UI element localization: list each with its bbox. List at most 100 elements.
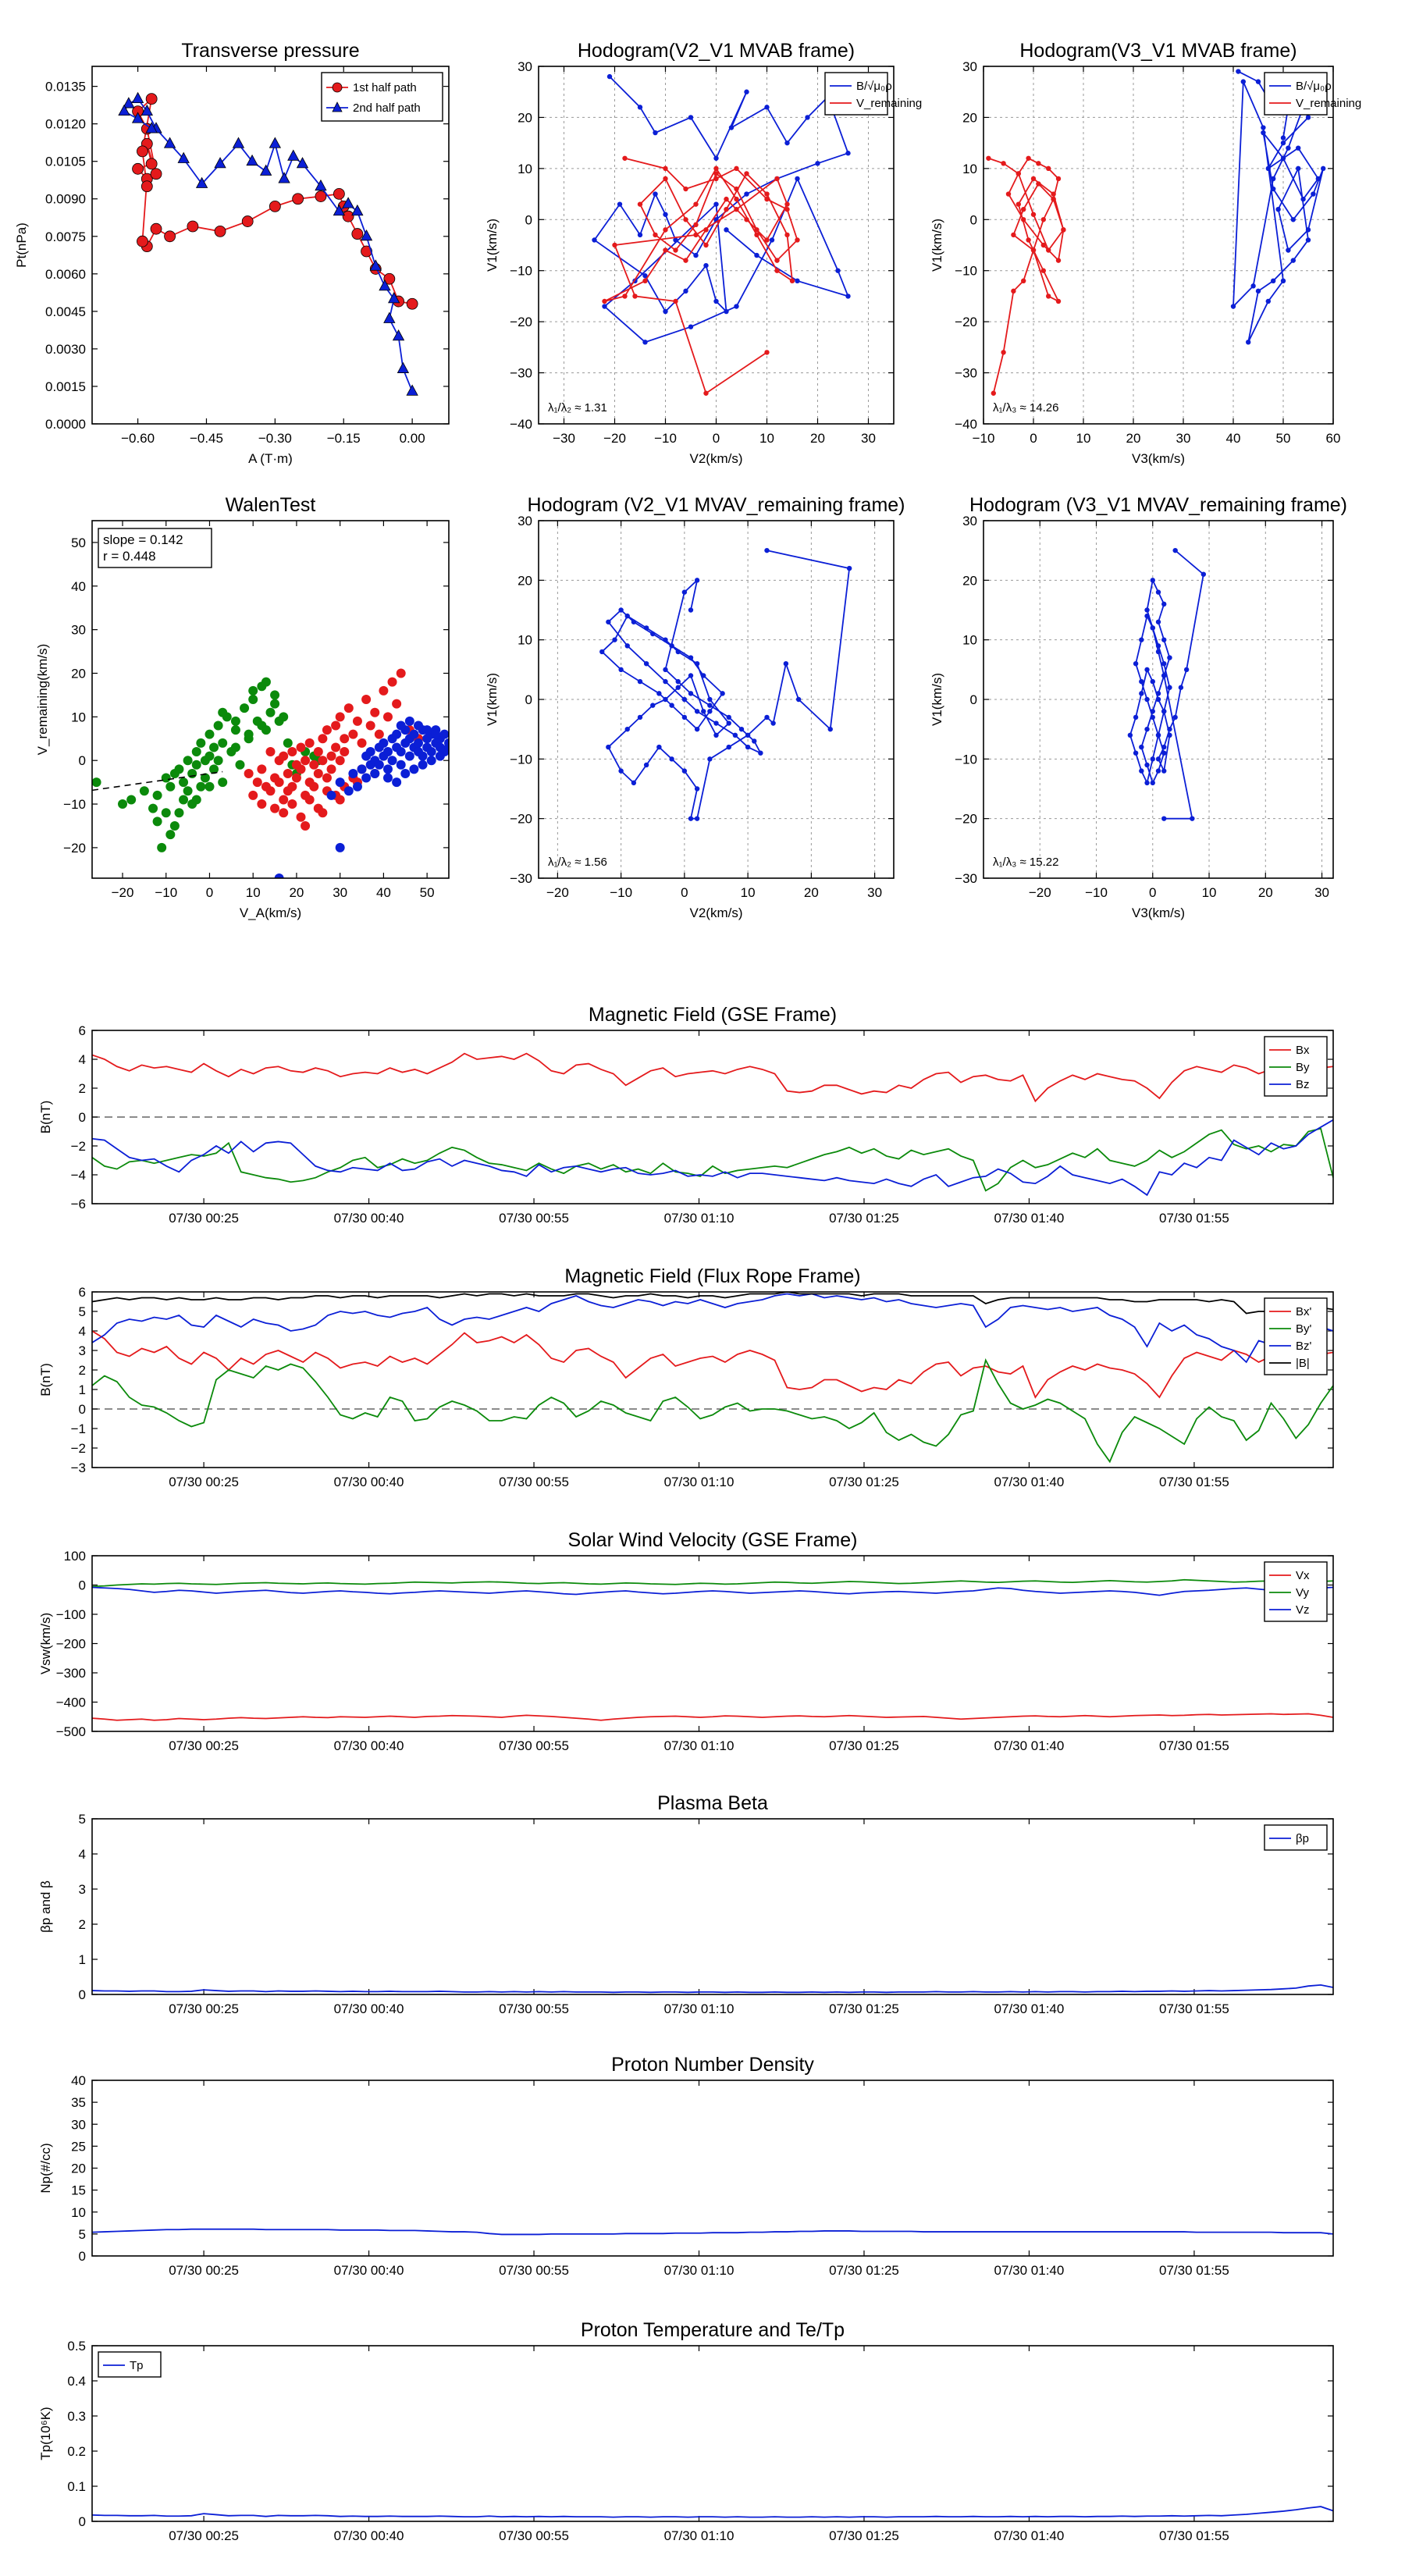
data-point xyxy=(244,768,254,778)
data-point xyxy=(663,667,668,673)
data-point xyxy=(622,155,628,161)
y-tick-label: 2 xyxy=(79,1917,86,1932)
data-point xyxy=(1261,130,1266,136)
data-point xyxy=(261,725,271,735)
data-point xyxy=(1144,780,1150,786)
data-point xyxy=(313,747,323,757)
data-point xyxy=(642,273,648,279)
data-point xyxy=(257,764,267,774)
plot-frame xyxy=(983,66,1334,425)
data-point xyxy=(688,816,694,821)
legend: Tp xyxy=(98,2351,162,2378)
data-point xyxy=(387,677,397,687)
x-tick-label: 07/30 01:55 xyxy=(1159,1475,1229,1489)
data-point xyxy=(805,115,810,120)
data-point xyxy=(754,227,759,233)
y-tick-label: 50 xyxy=(71,535,86,550)
data-point xyxy=(703,227,709,233)
data-point xyxy=(287,747,297,757)
data-point xyxy=(278,172,290,183)
y-tick-label: −400 xyxy=(56,1695,86,1710)
x-tick-label: 30 xyxy=(333,885,347,900)
series-line xyxy=(92,1052,1333,1103)
y-tick-label: 5 xyxy=(79,1304,86,1319)
data-point xyxy=(1167,726,1172,732)
data-point xyxy=(270,699,280,709)
ratio-annotation: λ₁/λ₂ ≈ 1.31 xyxy=(548,401,607,415)
chart-title: Magnetic Field (Flux Rope Frame) xyxy=(564,1265,860,1287)
data-point xyxy=(1030,247,1037,253)
y-tick-label: −3 xyxy=(71,1461,86,1475)
data-point xyxy=(382,712,393,722)
data-point xyxy=(1155,732,1161,738)
data-point xyxy=(137,145,148,158)
x-tick-label: −10 xyxy=(1085,885,1108,900)
data-point xyxy=(618,768,624,774)
y-tick-label: 15 xyxy=(71,2183,86,2198)
data-point xyxy=(150,168,162,180)
y-tick-label: 0 xyxy=(970,692,977,707)
data-point xyxy=(663,637,668,642)
legend: Bx By Bz xyxy=(1264,1036,1328,1097)
x-tick-label: −10 xyxy=(610,885,632,900)
data-point xyxy=(1161,661,1167,667)
series-1 xyxy=(92,1578,1333,1588)
data-point xyxy=(1144,696,1150,703)
data-point xyxy=(1315,176,1321,182)
data-point xyxy=(396,668,406,678)
data-point xyxy=(1001,350,1006,355)
y-tick-label: 30 xyxy=(962,514,977,528)
data-point xyxy=(318,808,328,818)
y-tick-label: 40 xyxy=(71,2073,86,2088)
data-point xyxy=(374,760,384,770)
data-point xyxy=(774,268,780,273)
data-point xyxy=(764,191,770,197)
x-tick-label: 20 xyxy=(1258,885,1273,900)
data-point xyxy=(179,795,189,805)
y-tick-label: −40 xyxy=(955,417,977,432)
legend-label: βp xyxy=(1296,1832,1309,1845)
data-point xyxy=(784,207,790,212)
y-axis-label: V_remaining(km/s) xyxy=(35,644,50,756)
data-point xyxy=(352,716,362,726)
data-point xyxy=(1161,744,1167,750)
data-point xyxy=(279,712,289,722)
legend-label: Bx' xyxy=(1296,1305,1312,1318)
data-point xyxy=(606,619,611,624)
y-tick-label: 0.5 xyxy=(67,2339,86,2354)
y-tick-label: 0.0060 xyxy=(45,267,86,282)
data-point xyxy=(343,703,354,713)
x-tick-label: 10 xyxy=(1202,885,1217,900)
data-point xyxy=(693,222,699,228)
x-tick-label: −10 xyxy=(654,431,677,446)
data-point xyxy=(322,773,332,783)
data-point xyxy=(703,242,709,248)
data-point xyxy=(707,703,713,708)
data-point xyxy=(422,725,432,735)
data-point xyxy=(1161,750,1167,756)
y-tick-label: 20 xyxy=(962,110,977,125)
y-tick-label: 10 xyxy=(71,2205,86,2220)
chart-title: Proton Number Density xyxy=(611,2054,814,2076)
data-point xyxy=(1190,816,1195,821)
data-point xyxy=(177,151,190,163)
data-point xyxy=(335,756,345,766)
data-point xyxy=(1305,115,1311,120)
x-tick-label: 07/30 01:55 xyxy=(1159,1211,1229,1226)
series-line xyxy=(604,157,799,395)
data-point xyxy=(257,799,267,809)
data-point xyxy=(309,781,319,792)
x-tick-label: 50 xyxy=(1276,431,1291,446)
data-point xyxy=(1026,237,1031,243)
data-point xyxy=(734,304,739,309)
data-point xyxy=(764,714,770,720)
x-tick-label: 07/30 01:10 xyxy=(664,2263,735,2278)
y-tick-label: 0.0090 xyxy=(45,192,86,207)
data-point xyxy=(726,744,731,750)
data-point xyxy=(986,155,991,161)
data-point xyxy=(720,691,725,696)
x-tick-label: 07/30 01:25 xyxy=(829,2263,899,2278)
x-tick-label: 07/30 01:25 xyxy=(829,2528,899,2543)
data-point xyxy=(152,790,162,800)
data-point xyxy=(1016,171,1022,176)
